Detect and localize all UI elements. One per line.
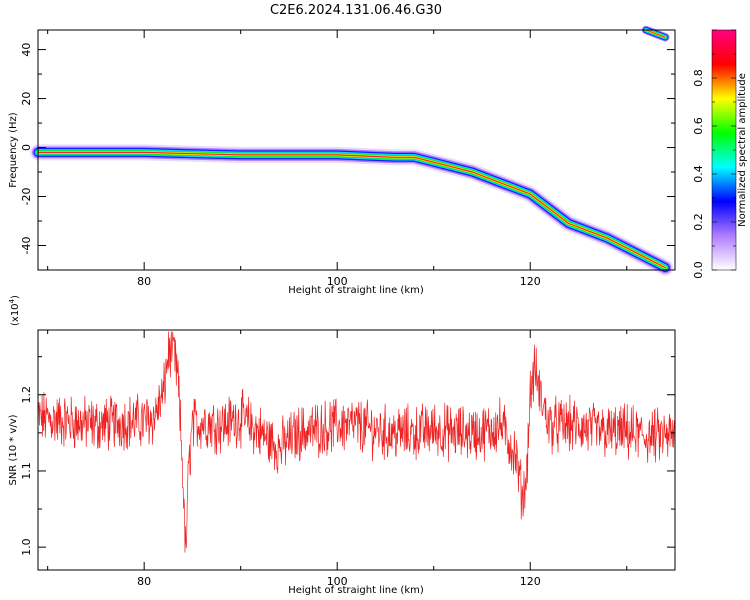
x-tick-label: 120 [520, 575, 541, 588]
snr-series [37, 331, 676, 553]
spectrogram-x-axis: 80 100 120 [47, 30, 628, 288]
spectrogram-y-axis: -40 -20 0 20 40 [20, 43, 675, 271]
colorbar-tick-label: 0.6 [692, 117, 705, 135]
spectral-ridge [30, 25, 674, 276]
x-tick-label: 80 [137, 575, 151, 588]
snr-line [37, 331, 676, 553]
y-tick-label: -40 [20, 237, 33, 255]
ridge-core [37, 151, 666, 269]
colorbar-gradient [712, 30, 736, 270]
x-tick-label: 100 [327, 575, 348, 588]
spectrogram-x-label: Height of straight line (km) [288, 285, 424, 296]
y-tick-label: 0 [20, 144, 33, 151]
y-tick-label: 40 [20, 43, 33, 57]
colorbar-ticks: 0.0 0.2 0.4 0.6 0.8 [692, 29, 736, 279]
snr-y-label: SNR (10 * v/v) [8, 414, 19, 485]
snr-plot-area [38, 330, 675, 570]
figure-title: C2E6.2024.131.06.46.G30 [270, 3, 442, 18]
snr-x-label: Height of straight line (km) [288, 585, 424, 596]
spectrogram-panel: 80 100 120 -40 -20 0 20 40 Height of straight … [8, 25, 676, 296]
spectrogram-y-label: Frequency (Hz) [8, 112, 19, 188]
snr-frame [37, 329, 676, 571]
y-tick-label: 20 [20, 92, 33, 106]
snr-y-multiplier: (x104) [8, 295, 21, 326]
x-tick-label: 120 [520, 275, 541, 288]
colorbar-label: Normalized spectral amplitude [737, 73, 748, 227]
x-tick-label: 80 [137, 275, 151, 288]
x-tick-label: 100 [327, 275, 348, 288]
spectrogram-frame [37, 29, 676, 271]
colorbar-tick-label: 0.8 [692, 69, 705, 87]
colorbar-tick-label: 0.2 [692, 213, 705, 231]
ridge-top-segment [645, 29, 666, 38]
snr-y-axis: 1.0 1.1 1.2 [20, 356, 675, 556]
y-tick-label: 1.0 [20, 538, 33, 556]
y-tick-label: 1.1 [20, 462, 33, 480]
colorbar-tick-label: 0.4 [692, 165, 705, 183]
colorbar: 0.0 0.2 0.4 0.6 0.8 Normalized spectral ampl… [692, 29, 748, 279]
snr-panel: 80 100 120 1.0 1.1 1.2 Height of straight li… [8, 295, 676, 596]
snr-x-axis: 80 100 120 [47, 330, 628, 588]
y-tick-label: 1.2 [20, 386, 33, 404]
y-tick-label: -20 [20, 188, 33, 206]
colorbar-tick-label: 0.0 [692, 261, 705, 279]
